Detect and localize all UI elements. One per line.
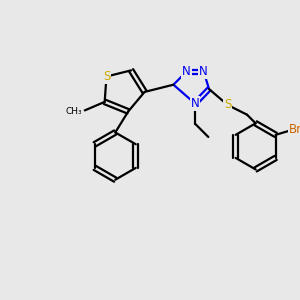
Text: Br: Br (289, 123, 300, 136)
Text: N: N (199, 65, 208, 78)
Text: N: N (191, 97, 200, 110)
Text: N: N (182, 65, 191, 78)
Text: CH₃: CH₃ (65, 107, 82, 116)
Text: S: S (103, 70, 110, 83)
Text: S: S (224, 98, 231, 112)
